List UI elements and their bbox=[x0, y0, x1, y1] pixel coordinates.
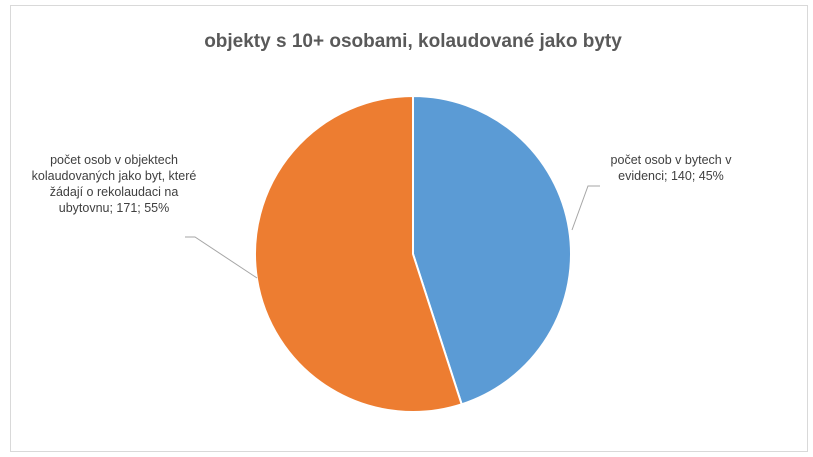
data-label: počet osob v bytech v evidenci; 140; 45% bbox=[610, 153, 732, 183]
data-label: počet osob v objektech kolaudovaných jak… bbox=[31, 153, 197, 215]
leader-line bbox=[571, 185, 600, 231]
pie-slice bbox=[254, 94, 463, 413]
pie-slice bbox=[412, 94, 572, 406]
chart-title: objekty s 10+ osobami, kolaudované jako … bbox=[204, 31, 622, 52]
leader-line bbox=[185, 236, 258, 279]
